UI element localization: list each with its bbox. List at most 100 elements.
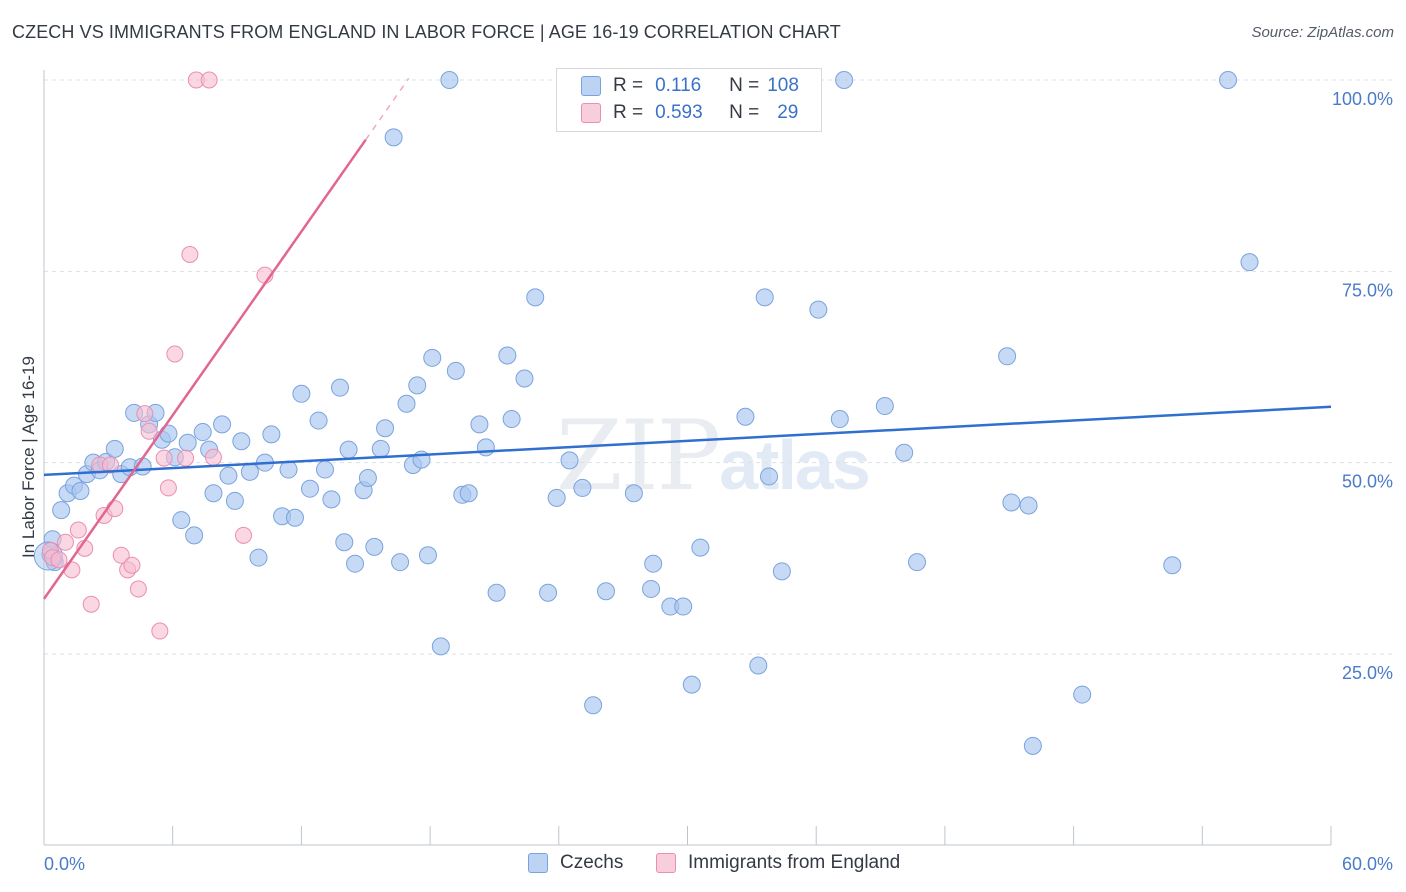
- czech-point: [225, 491, 244, 510]
- czech-point: [204, 484, 223, 503]
- czech-point: [397, 394, 416, 413]
- legend-r-label: R =: [613, 102, 644, 123]
- england-point: [159, 479, 177, 497]
- czech-point: [642, 579, 661, 598]
- legend-item-czechs: Czechs: [528, 852, 623, 874]
- czech-point: [279, 460, 298, 479]
- legend-label-czechs: Czechs: [560, 852, 624, 873]
- england-point: [50, 551, 68, 569]
- czech-point: [159, 424, 178, 443]
- czech-point: [185, 526, 204, 545]
- czech-point: [376, 419, 395, 438]
- england-point: [63, 561, 81, 579]
- legend-n-label: N =: [729, 75, 760, 96]
- england-swatch: [581, 103, 601, 123]
- legend-row-czech: R = 0.116 N = 108: [581, 73, 799, 99]
- england-point: [181, 245, 199, 263]
- czech-point: [322, 490, 341, 509]
- czech-point: [249, 548, 268, 567]
- grid-lines: [44, 79, 1393, 655]
- czech-point: [423, 348, 442, 367]
- czech-point: [331, 378, 350, 397]
- czech-point: [446, 361, 465, 380]
- y-axis-label: In Labor Force | Age 16-19: [19, 356, 38, 558]
- czech-point: [431, 637, 450, 656]
- czech-point: [262, 425, 281, 444]
- x-ticks: [43, 826, 1332, 845]
- england-point: [129, 580, 147, 598]
- czech-point: [772, 562, 791, 581]
- legend-r-value: 0.593: [655, 102, 703, 123]
- czech-point: [1219, 71, 1238, 89]
- y-tick-label: 25.0%: [1342, 663, 1393, 683]
- legend-row-england: R = 0.593 N = 29: [581, 100, 798, 126]
- czech-point: [487, 583, 506, 602]
- czech-point: [573, 478, 592, 497]
- czech-point: [547, 488, 566, 507]
- czech-point: [515, 369, 534, 388]
- czech-point: [292, 384, 311, 403]
- czech-point: [1163, 556, 1182, 575]
- czech-point: [526, 288, 545, 307]
- england-point: [82, 595, 100, 613]
- y-tick-label: 100.0%: [1332, 89, 1393, 109]
- x-tick-label-max: 60.0%: [1342, 854, 1393, 874]
- czech-swatch: [581, 76, 601, 96]
- y-tick-label: 75.0%: [1342, 280, 1393, 300]
- czech-point: [998, 347, 1017, 366]
- czech-point: [1019, 496, 1038, 515]
- england-point: [155, 449, 173, 467]
- czech-point: [476, 438, 495, 457]
- czech-point: [285, 508, 304, 527]
- england-point: [69, 521, 87, 539]
- england-point: [106, 500, 124, 518]
- czech-point: [358, 468, 377, 487]
- england-point: [204, 448, 222, 466]
- czech-point: [1023, 736, 1042, 755]
- czech-point: [674, 597, 693, 616]
- czech-point: [365, 537, 384, 556]
- czech-point: [105, 439, 124, 458]
- correlation-legend: R = 0.116 N = 108 R = 0.593 N = 29: [556, 68, 822, 132]
- czech-point: [809, 300, 828, 319]
- czech-point: [193, 423, 212, 442]
- czech-point: [736, 407, 755, 426]
- czech-point: [172, 511, 191, 530]
- czech-point: [539, 583, 558, 602]
- england-trend-line: [42, 138, 367, 600]
- england-point: [112, 546, 130, 564]
- england-point: [200, 71, 218, 89]
- legend-n-value: 29: [777, 102, 799, 123]
- czech-point: [178, 433, 197, 452]
- czech-point: [624, 484, 643, 503]
- czech-point: [371, 439, 390, 458]
- czech-point: [300, 479, 319, 498]
- england-point: [177, 449, 195, 467]
- trend-lines: [42, 78, 1332, 600]
- england-trend-extension: [365, 78, 410, 141]
- czech-point: [1073, 685, 1092, 704]
- source-label: Source: ZipAtlas.com: [1251, 24, 1394, 41]
- czech-point: [1002, 493, 1021, 512]
- czech-point: [498, 346, 517, 365]
- legend-item-england: Immigrants from England: [656, 852, 900, 874]
- series-legend: Czechs Immigrants from England: [0, 852, 1406, 878]
- czech-point: [335, 533, 354, 552]
- czech-point: [830, 410, 849, 429]
- czech-point: [408, 376, 427, 395]
- czech-swatch: [528, 853, 548, 873]
- england-swatch: [656, 853, 676, 873]
- czech-point: [1240, 253, 1259, 272]
- england-point: [136, 405, 154, 423]
- legend-r-value: 0.116: [655, 75, 702, 96]
- england-point: [166, 345, 184, 363]
- czech-point: [232, 432, 251, 451]
- axes: [43, 70, 1331, 846]
- czech-point: [644, 554, 663, 573]
- chart-title: CZECH VS IMMIGRANTS FROM ENGLAND IN LABO…: [12, 22, 841, 42]
- legend-n-value: 108: [767, 75, 799, 96]
- czech-point: [584, 696, 603, 715]
- czech-point: [346, 554, 365, 573]
- czech-point: [908, 553, 927, 572]
